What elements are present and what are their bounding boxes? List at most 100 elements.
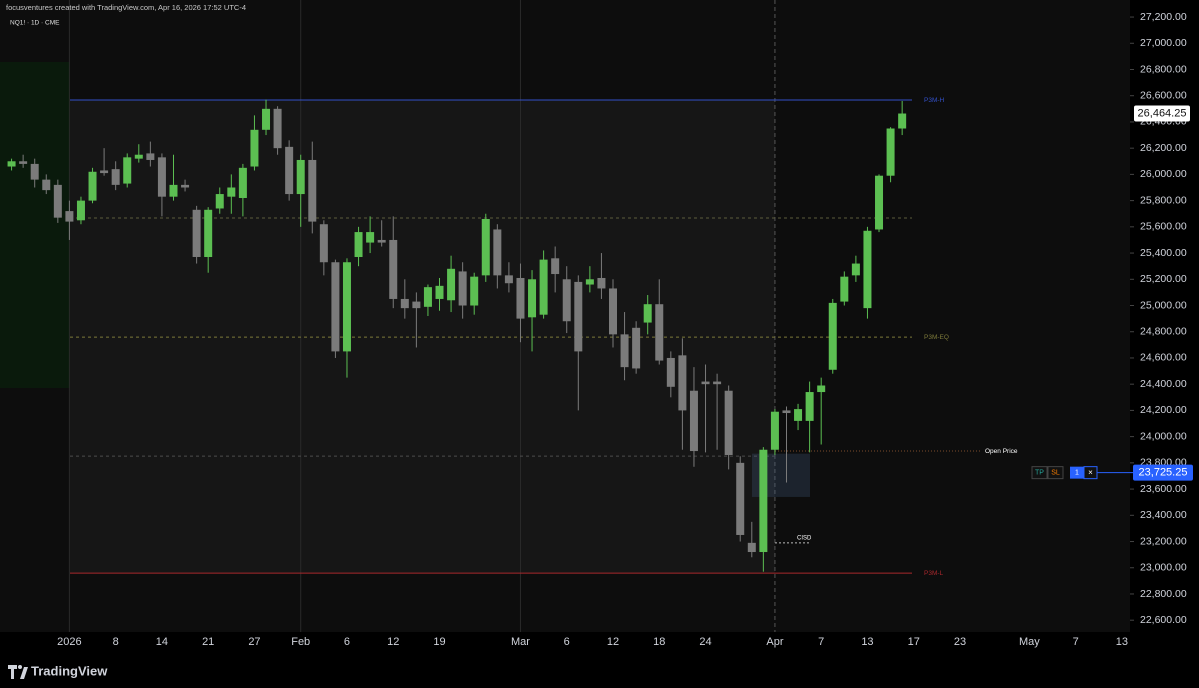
candle-body [169, 184, 178, 197]
y-tick-label: 22,800.00 [1140, 588, 1187, 600]
last-price-box [1134, 105, 1190, 122]
candle-body [574, 281, 583, 352]
brand: TradingView [31, 663, 108, 678]
y-tick-label: 25,200.00 [1140, 273, 1187, 285]
entry-box [1133, 464, 1193, 481]
level-label: P3M-L [924, 570, 944, 577]
x-tick-label: Apr [766, 636, 783, 648]
candle-body [366, 232, 375, 243]
x-tick-label: 21 [202, 636, 214, 648]
x-tick-label: 18 [653, 636, 665, 648]
x-tick-label: 12 [607, 636, 619, 648]
candle-body [285, 146, 294, 195]
x-tick-label: 7 [1073, 636, 1079, 648]
candle-body [747, 542, 756, 553]
candle-body [643, 304, 652, 323]
range-zone [0, 62, 70, 388]
candle-body [689, 390, 698, 452]
y-tick-label: 24,000.00 [1140, 430, 1187, 442]
candle-body [377, 239, 386, 243]
candle-body [863, 230, 872, 309]
candle-body [238, 167, 247, 198]
close-label[interactable]: × [1088, 468, 1093, 477]
tp-button[interactable] [1031, 466, 1048, 480]
candle-body [76, 200, 85, 221]
sl-button[interactable] [1047, 466, 1064, 480]
candle-body [736, 462, 745, 535]
y-tick-label: 22,600.00 [1140, 614, 1187, 626]
y-tick-label: 23,400.00 [1140, 509, 1187, 521]
candle-body [840, 276, 849, 302]
candles [7, 99, 907, 572]
x-tick-label: May [1019, 636, 1040, 648]
y-tick-label: 23,600.00 [1140, 483, 1187, 495]
candle-body [308, 159, 317, 222]
y-tick-label: 25,400.00 [1140, 247, 1187, 259]
close-button[interactable] [1083, 466, 1098, 480]
candle-body [53, 184, 62, 218]
candle-body [192, 209, 201, 257]
x-tick-label: 27 [248, 636, 260, 648]
candle-body [262, 108, 271, 130]
candle-body [7, 161, 16, 167]
x-tick-label: 23 [954, 636, 966, 648]
candle-body [701, 381, 710, 385]
candle-body [134, 154, 143, 159]
candle-body [562, 279, 571, 322]
x-tick-label: 2026 [57, 636, 81, 648]
x-axis: 2026 8 14 21 27 Feb 6 12 19 Mar 6 12 18 24 Apr 7 13 17 23 M… [57, 636, 1128, 648]
y-tick-label: 25,000.00 [1140, 299, 1187, 311]
candle-body [539, 259, 548, 315]
y-tick-label: 24,600.00 [1140, 352, 1187, 364]
y-tick-label: 26,600.00 [1140, 89, 1187, 101]
y-tick-label: 26,200.00 [1140, 142, 1187, 154]
candle-body [608, 288, 617, 335]
candle-body [516, 277, 525, 319]
tp-label[interactable]: TP [1035, 469, 1044, 476]
candle-body [794, 409, 803, 421]
y-tick-label: 24,800.00 [1140, 326, 1187, 338]
y-tick-label: 26,000.00 [1140, 168, 1187, 180]
candle-body [620, 334, 629, 368]
candle-body [724, 390, 733, 455]
candle-body [528, 279, 537, 318]
x-tick-label: 6 [564, 636, 570, 648]
sl-label[interactable]: SL [1051, 469, 1060, 476]
candle-body [389, 239, 398, 299]
candle-body [111, 169, 120, 185]
logo-icon [20, 667, 28, 679]
candle-body [30, 163, 39, 180]
candle-body [481, 218, 490, 276]
candle-body [215, 194, 224, 209]
candle-body [504, 275, 513, 284]
candle-body [296, 159, 305, 195]
x-tick-label: 13 [861, 636, 873, 648]
candle-body [759, 449, 768, 553]
candle-body [331, 262, 340, 352]
candle-body [19, 161, 28, 164]
y-tick-label: 25,600.00 [1140, 221, 1187, 233]
x-tick-label: 7 [818, 636, 824, 648]
candle-body [354, 232, 363, 257]
y-tick-label: 26,800.00 [1140, 63, 1187, 75]
candle-body [713, 381, 722, 385]
candle-body [412, 301, 421, 309]
x-tick-label: 14 [156, 636, 168, 648]
candle-body [898, 113, 907, 129]
levels: P3M-H P3M-EQ P3M-L Open Price [70, 97, 1018, 577]
candle-body [42, 179, 51, 191]
candle-body [250, 129, 259, 167]
candle-body [551, 258, 560, 275]
candle-body [655, 304, 664, 361]
y-tick-label: 23,000.00 [1140, 562, 1187, 574]
candle-body [447, 268, 456, 301]
candle-body [123, 157, 132, 184]
candle-body [493, 229, 502, 276]
logo: TradingView [8, 663, 108, 679]
candle-body [458, 271, 467, 306]
candle-body [423, 287, 432, 307]
entry-label: 23,725.25 [1139, 467, 1188, 479]
x-tick-label: 24 [699, 636, 711, 648]
candle-body [400, 298, 409, 309]
